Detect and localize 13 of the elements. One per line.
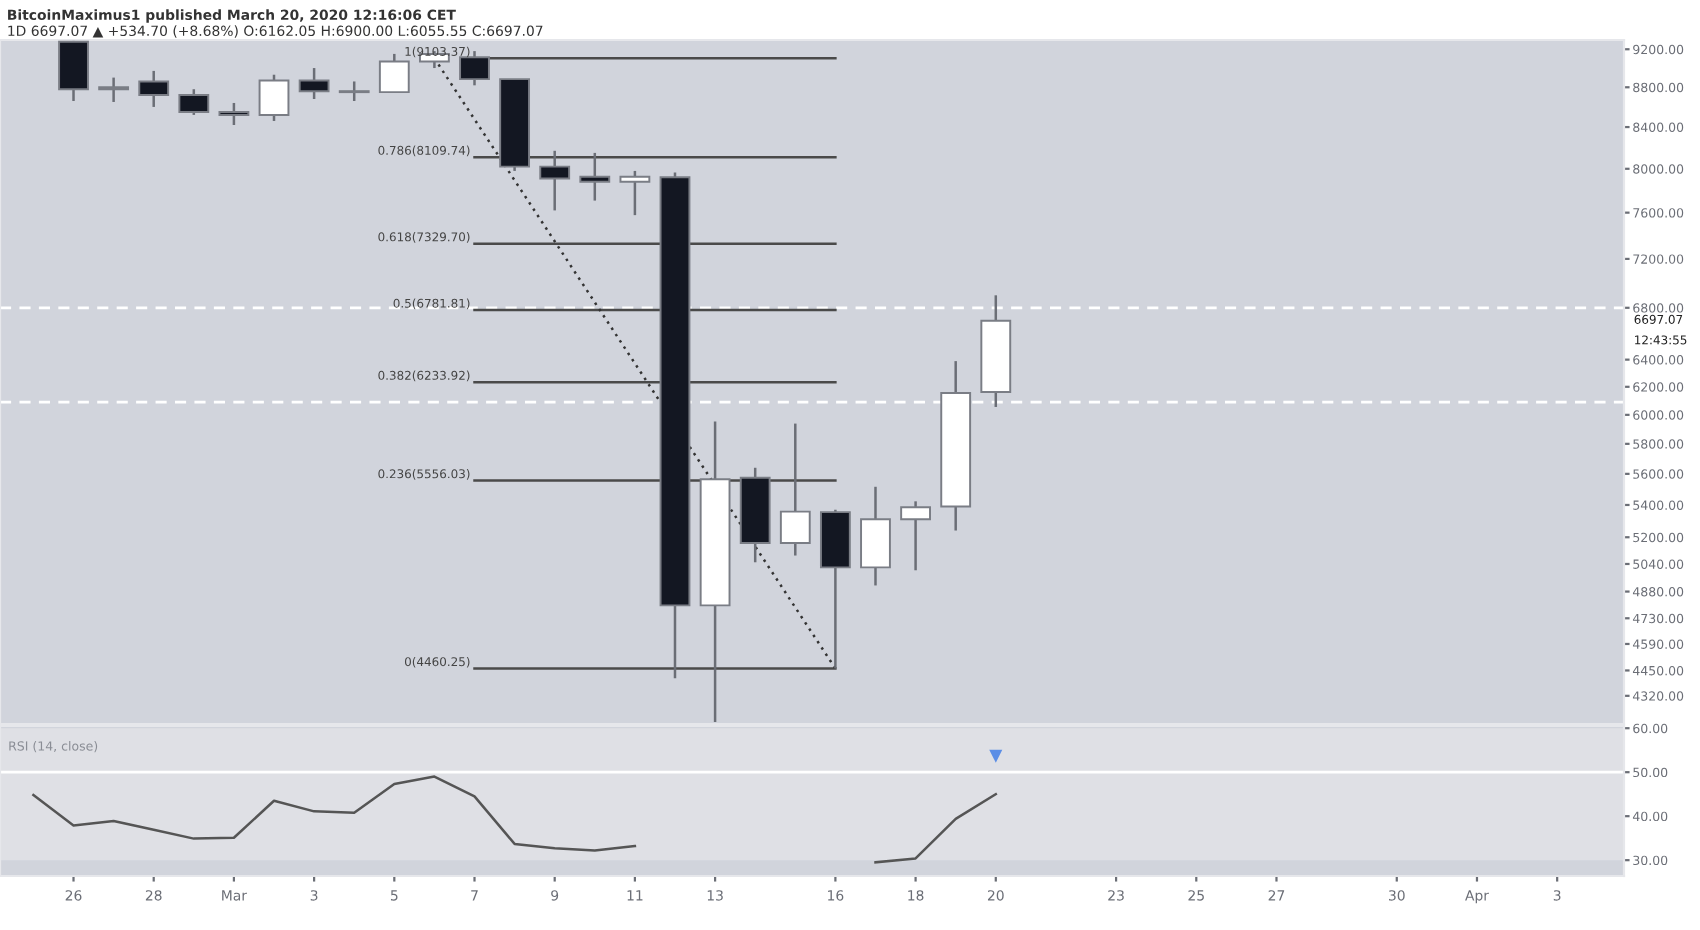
candlestick — [58, 40, 89, 103]
candlestick — [298, 66, 330, 101]
candlestick — [779, 422, 811, 557]
candlestick — [98, 76, 130, 104]
candlestick — [900, 500, 931, 572]
candlestick — [218, 101, 250, 127]
candlestick — [539, 149, 571, 212]
candlestick — [138, 69, 170, 109]
candlestick — [338, 80, 370, 103]
candlestick — [258, 73, 290, 123]
candlestick — [178, 87, 210, 117]
candlestick — [579, 151, 611, 202]
candlestick — [619, 169, 651, 217]
